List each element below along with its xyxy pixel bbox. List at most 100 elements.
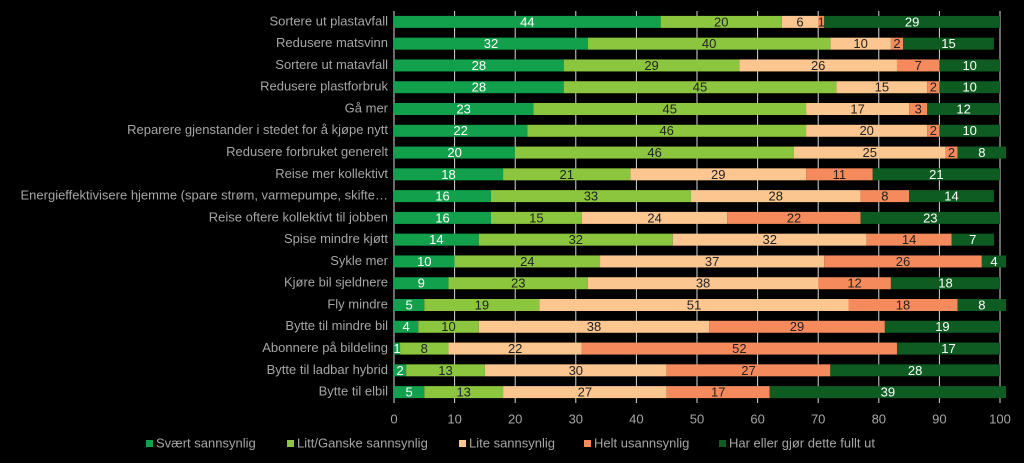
value-label: 10 (853, 36, 867, 51)
bar-segment (448, 277, 588, 290)
value-label: 28 (908, 363, 922, 378)
value-label: 45 (693, 80, 707, 95)
bar-segment (945, 146, 958, 159)
legend-swatch (584, 440, 591, 447)
bar-segment (927, 103, 1000, 115)
bar-segment (927, 81, 940, 94)
category-label: Sortere ut matavfall (275, 57, 388, 72)
bar-segment (981, 255, 1007, 268)
value-label: 46 (659, 123, 673, 138)
value-label: 39 (881, 385, 895, 400)
value-label: 19 (475, 297, 489, 312)
bar-segment (394, 233, 479, 246)
value-label: 8 (421, 341, 428, 356)
value-label: 20 (859, 123, 873, 138)
bar-segment (806, 168, 873, 181)
x-tick-label: 40 (629, 411, 643, 426)
value-label: 20 (714, 14, 728, 29)
bar-segment (709, 320, 885, 333)
legend-label: Helt usannsynlig (594, 435, 689, 450)
bar-segment (672, 233, 867, 246)
bar-segment (490, 190, 691, 203)
category-label: Fly mindre (327, 296, 388, 311)
bar-segment (660, 15, 782, 28)
value-label: 14 (902, 232, 916, 247)
bar-segment (896, 342, 1000, 355)
value-label: 24 (520, 254, 534, 269)
value-label: 10 (962, 80, 976, 95)
value-label: 16 (435, 189, 449, 204)
bar-segment (394, 124, 528, 137)
category-label: Gå mer (345, 100, 389, 115)
x-tick-label: 20 (508, 411, 522, 426)
bar-segment (860, 190, 910, 203)
value-label: 11 (833, 167, 847, 182)
value-label: 15 (941, 36, 955, 51)
bar-segment (394, 277, 449, 290)
value-label: 2 (893, 36, 900, 51)
bar-segment (581, 211, 728, 224)
value-label: 45 (662, 101, 676, 116)
category-label: Kjøre bil sjeldnere (284, 275, 388, 290)
bar-segment (533, 103, 807, 115)
category-label: Reparere gjenstander i stedet for å kjøp… (127, 122, 388, 137)
value-label: 7 (969, 232, 976, 247)
legend-swatch (459, 440, 466, 447)
bar-segment (394, 320, 419, 333)
bar-segment (739, 59, 897, 72)
value-label: 32 (569, 232, 583, 247)
value-label: 20 (447, 145, 461, 160)
legend-label: Litt/Ganske sannsynlig (297, 435, 428, 450)
bar-segment (890, 277, 1000, 290)
category-label: Bytte til elbil (319, 384, 388, 399)
value-label: 33 (584, 189, 598, 204)
value-label: 2 (930, 80, 937, 95)
category-label: Reise mer kollektivt (275, 166, 388, 181)
bar-segment (394, 386, 425, 399)
value-label: 4 (990, 254, 997, 269)
value-label: 19 (935, 319, 949, 334)
bar-segment (503, 386, 667, 399)
value-label: 14 (944, 189, 958, 204)
value-label: 27 (578, 385, 592, 400)
bar-segment (818, 277, 891, 290)
value-label: 46 (647, 145, 661, 160)
bar-segment (515, 146, 794, 159)
value-label: 3 (915, 101, 922, 116)
value-label: 18 (896, 297, 910, 312)
bar-segment (690, 190, 861, 203)
bar-segment (939, 59, 1000, 72)
bar-segment (394, 255, 455, 268)
value-label: 28 (472, 58, 486, 73)
value-label: 29 (644, 58, 658, 73)
bar-segment (418, 320, 479, 333)
value-label: 21 (559, 167, 573, 182)
bar-segment (951, 233, 994, 246)
bar-segment (454, 255, 601, 268)
value-label: 51 (687, 297, 701, 312)
value-label: 16 (435, 210, 449, 225)
value-label: 12 (847, 276, 861, 291)
value-label: 10 (962, 123, 976, 138)
bar-segment (394, 168, 504, 181)
value-label: 29 (790, 319, 804, 334)
value-label: 29 (905, 14, 919, 29)
bar-segment (394, 146, 516, 159)
value-label: 18 (938, 276, 952, 291)
category-label: Sykle mer (330, 253, 388, 268)
value-label: 4 (403, 319, 410, 334)
value-label: 28 (769, 189, 783, 204)
bar-segment (818, 15, 825, 28)
bar-segment (939, 124, 1000, 137)
bar-segment (848, 299, 958, 311)
bar-segment (563, 81, 837, 94)
category-label: Bytte til mindre bil (285, 318, 388, 333)
bar-segment (394, 59, 564, 72)
value-label: 22 (453, 123, 467, 138)
value-label: 26 (896, 254, 910, 269)
bar-segment (957, 146, 1007, 159)
bar-segment (503, 168, 631, 181)
value-label: 17 (850, 101, 864, 116)
bar-segment (394, 37, 588, 50)
x-tick-label: 50 (690, 411, 704, 426)
